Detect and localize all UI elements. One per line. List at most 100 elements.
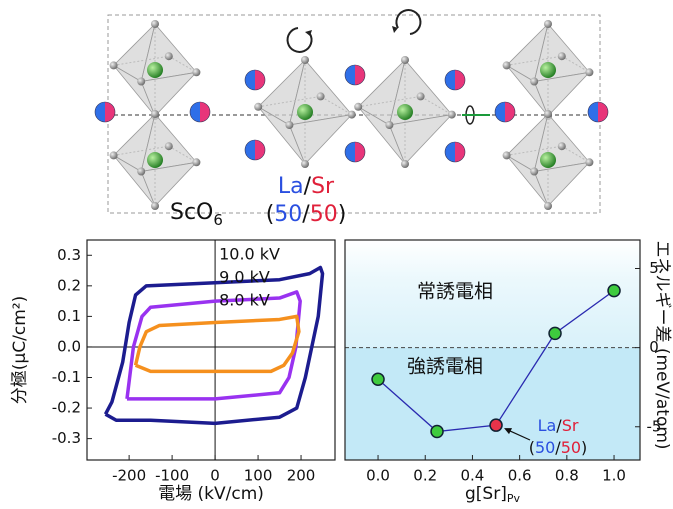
- o-atom: [530, 78, 538, 86]
- figure: ScO6 La/Sr (50/50) -200-10001002000.30.2…: [0, 0, 673, 509]
- annotation: (50/50): [529, 438, 588, 457]
- annotation-part: ): [581, 438, 587, 457]
- o-atom: [165, 142, 173, 150]
- sc-atom: [540, 152, 556, 168]
- sc-atom: [297, 104, 313, 120]
- o-atom: [110, 151, 118, 159]
- annotation: La/Sr: [538, 416, 579, 435]
- y-tick-label: 0.3: [57, 246, 81, 264]
- data-point: [549, 327, 561, 339]
- o-atom: [354, 103, 362, 111]
- data-point: [372, 373, 384, 385]
- y-tick-label: 0.2: [57, 276, 81, 294]
- o-atom: [317, 92, 325, 100]
- annotation-part: Sr: [562, 416, 579, 435]
- y-tick-label: -0.2: [52, 399, 81, 417]
- la-half: [445, 142, 455, 162]
- sr-half: [455, 70, 465, 90]
- o-atom: [192, 68, 200, 76]
- sc-atom: [147, 62, 163, 78]
- ratio-open: (: [266, 202, 275, 227]
- ratio-b: 50: [310, 202, 338, 227]
- o-atom: [585, 68, 593, 76]
- site-b: Sr: [311, 174, 335, 199]
- o-atom: [385, 121, 393, 129]
- la-half: [345, 65, 355, 85]
- x-tick-label: 0.0: [366, 467, 390, 485]
- x-tick-label: 0: [210, 467, 220, 485]
- x-tick-label: 0.2: [413, 467, 437, 485]
- la-half: [190, 102, 200, 122]
- o-atom: [585, 158, 593, 166]
- y-tick-label: 0.1: [57, 307, 81, 325]
- site-a: La: [278, 174, 304, 199]
- la-half: [95, 102, 105, 122]
- o-atom: [417, 92, 425, 100]
- sr-half: [105, 102, 115, 122]
- la-half: [588, 102, 598, 122]
- annotation-part: 50: [535, 438, 555, 457]
- o-atom: [301, 56, 309, 64]
- ratio-close: ): [338, 202, 347, 227]
- la-half: [245, 70, 255, 90]
- x-tick-label: 0.4: [461, 467, 485, 485]
- o-atom: [401, 160, 409, 168]
- data-point: [608, 285, 620, 297]
- octahedron-label-text: ScO: [170, 200, 213, 225]
- x-tick-label: 100: [244, 467, 273, 485]
- annotation-part: 50: [561, 438, 581, 457]
- o-atom: [192, 158, 200, 166]
- o-atom: [254, 103, 262, 111]
- region-label: 常誘電相: [417, 281, 493, 303]
- o-atom: [151, 202, 159, 210]
- o-atom: [558, 52, 566, 60]
- annotation-part: La: [538, 416, 557, 435]
- data-point: [490, 419, 502, 431]
- o-atom: [137, 168, 145, 176]
- o-atom: [165, 52, 173, 60]
- region-label: 強誘電相: [407, 356, 483, 378]
- o-atom: [348, 111, 356, 119]
- data-point: [431, 426, 443, 438]
- o-atom: [285, 121, 293, 129]
- x-tick-label: 200: [287, 467, 316, 485]
- o-atom: [558, 142, 566, 150]
- o-atom: [151, 110, 159, 118]
- crystal-structure: [95, 10, 608, 213]
- o-atom: [530, 168, 538, 176]
- la-half: [245, 140, 255, 160]
- y-tick-label: 0.0: [57, 337, 81, 355]
- y-axis-label: エネルギー差 (meV/atom): [652, 240, 672, 449]
- o-atom: [151, 20, 159, 28]
- o-atom: [544, 202, 552, 210]
- y-tick-label: -0.1: [52, 368, 81, 386]
- polarization-loop: [127, 292, 300, 399]
- sr-half: [255, 70, 265, 90]
- site-label: La/Sr: [278, 174, 335, 199]
- x-axis-label-sub: Pv: [507, 492, 521, 505]
- o-atom: [137, 78, 145, 86]
- x-axis-label-main: g[Sr]: [465, 484, 507, 504]
- legend-label: 10.0 kV: [219, 245, 280, 264]
- o-atom: [301, 160, 309, 168]
- ferroelectric-region: [345, 348, 640, 460]
- sc-atom: [397, 104, 413, 120]
- y-tick-label: -0.3: [52, 429, 81, 447]
- sr-half: [505, 102, 515, 122]
- legend-label: 9.0 kV: [219, 268, 270, 287]
- rotation-icon: [396, 10, 420, 34]
- la-half: [495, 102, 505, 122]
- sr-half: [598, 102, 608, 122]
- sr-half: [200, 102, 210, 122]
- o-atom: [401, 56, 409, 64]
- octahedron-label-sub: 6: [213, 211, 223, 229]
- sr-half: [355, 142, 365, 162]
- o-atom: [544, 20, 552, 28]
- octahedron-label: ScO6: [170, 200, 223, 229]
- la-half: [345, 142, 355, 162]
- o-atom: [503, 151, 511, 159]
- x-tick-label: 0.6: [508, 467, 532, 485]
- o-atom: [503, 61, 511, 69]
- sr-half: [355, 65, 365, 85]
- legend-label: 8.0 kV: [219, 291, 270, 310]
